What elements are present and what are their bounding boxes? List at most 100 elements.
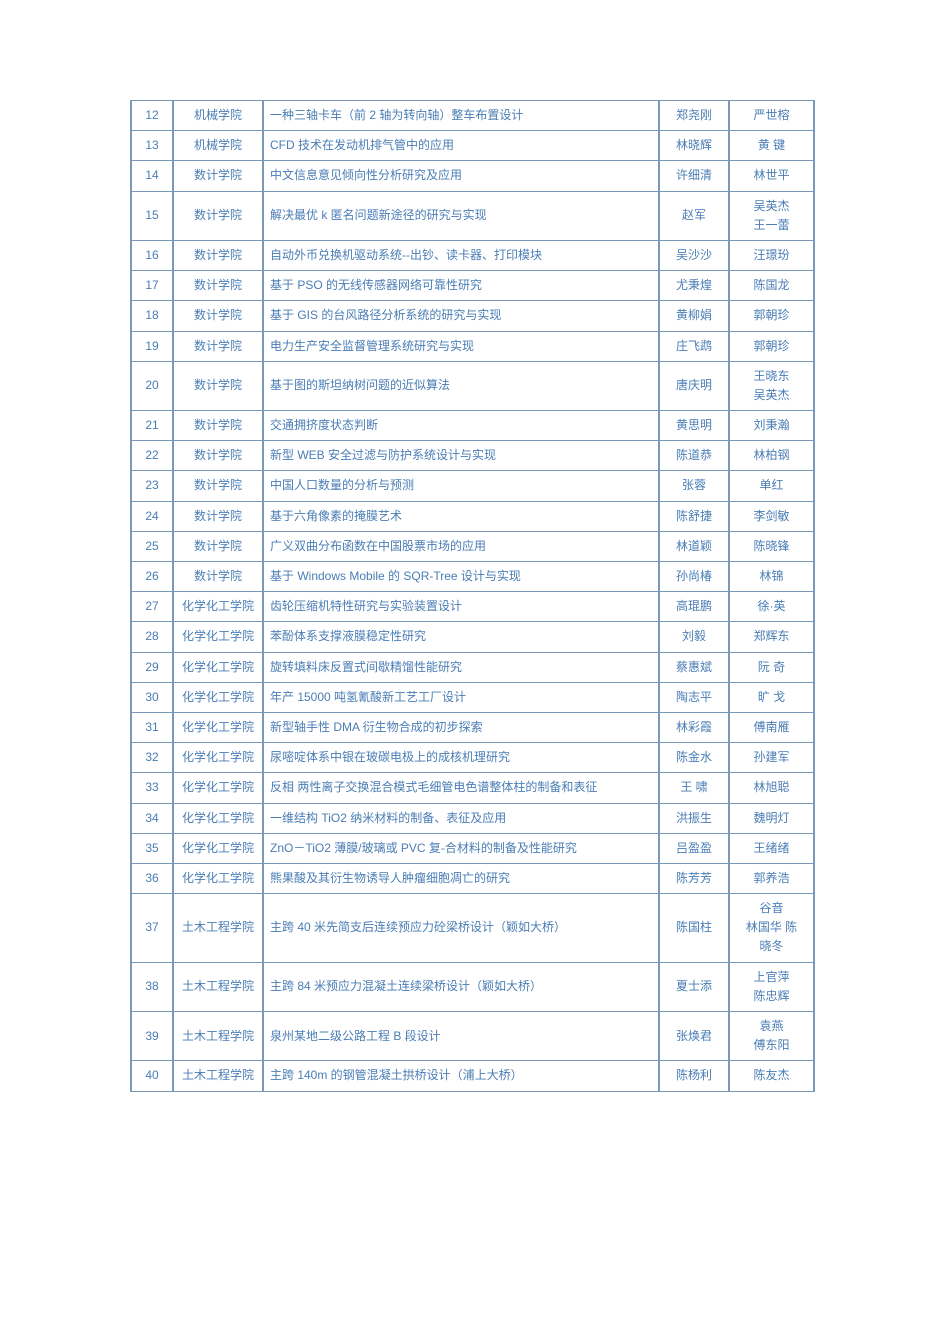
cell-dept: 数计学院 — [173, 531, 263, 561]
cell-title: 基于 PSO 的无线传感器网络可靠性研究 — [263, 271, 659, 301]
cell-num: 15 — [131, 191, 173, 240]
cell-advisor: 郭朝珍 — [729, 301, 814, 331]
cell-author: 张蓉 — [659, 471, 729, 501]
cell-author: 洪振生 — [659, 803, 729, 833]
cell-author: 刘毅 — [659, 622, 729, 652]
cell-num: 32 — [131, 743, 173, 773]
cell-dept: 化学化工学院 — [173, 652, 263, 682]
cell-author: 王 啸 — [659, 773, 729, 803]
table-row: 36化学化工学院熊果酸及其衍生物诱导人肿瘤细胞凋亡的研究陈芳芳郭养浩 — [131, 863, 814, 893]
cell-title: 一种三轴卡车（前 2 轴为转向轴）整车布置设计 — [263, 101, 659, 131]
cell-dept: 机械学院 — [173, 131, 263, 161]
cell-title: CFD 技术在发动机排气管中的应用 — [263, 131, 659, 161]
cell-dept: 土木工程学院 — [173, 962, 263, 1011]
cell-advisor: 王晓东 吴英杰 — [729, 361, 814, 410]
table-row: 38土木工程学院主跨 84 米预应力混凝土连续梁桥设计（颖如大桥）夏士添上官萍 … — [131, 962, 814, 1011]
cell-author: 郑尧刚 — [659, 101, 729, 131]
cell-author: 林彩霞 — [659, 712, 729, 742]
cell-dept: 化学化工学院 — [173, 592, 263, 622]
cell-title: 主跨 140m 的钢管混凝土拱桥设计（浦上大桥） — [263, 1061, 659, 1091]
cell-author: 高琨鹏 — [659, 592, 729, 622]
cell-author: 吴沙沙 — [659, 240, 729, 270]
cell-advisor: 林锦 — [729, 562, 814, 592]
cell-dept: 土木工程学院 — [173, 1012, 263, 1061]
cell-dept: 化学化工学院 — [173, 682, 263, 712]
table-row: 19数计学院电力生产安全监督管理系统研究与实现庄飞鹉郭朝珍 — [131, 331, 814, 361]
cell-dept: 土木工程学院 — [173, 894, 263, 963]
cell-advisor: 傅南雁 — [729, 712, 814, 742]
cell-advisor: 林柏钢 — [729, 441, 814, 471]
cell-author: 陈金水 — [659, 743, 729, 773]
cell-num: 17 — [131, 271, 173, 301]
cell-dept: 化学化工学院 — [173, 743, 263, 773]
cell-num: 35 — [131, 833, 173, 863]
cell-dept: 数计学院 — [173, 501, 263, 531]
cell-title: 主跨 84 米预应力混凝土连续梁桥设计（颖如大桥） — [263, 962, 659, 1011]
cell-author: 赵军 — [659, 191, 729, 240]
cell-dept: 数计学院 — [173, 361, 263, 410]
cell-author: 许细清 — [659, 161, 729, 191]
cell-author: 蔡惠斌 — [659, 652, 729, 682]
cell-author: 陈杨利 — [659, 1061, 729, 1091]
cell-author: 陈芳芳 — [659, 863, 729, 893]
cell-title: 基于图的斯坦纳树问题的近似算法 — [263, 361, 659, 410]
table-row: 14数计学院中文信息意见倾向性分析研究及应用许细清林世平 — [131, 161, 814, 191]
cell-title: 齿轮压缩机特性研究与实验装置设计 — [263, 592, 659, 622]
cell-author: 陶志平 — [659, 682, 729, 712]
cell-author: 林道颖 — [659, 531, 729, 561]
cell-advisor: 林旭聪 — [729, 773, 814, 803]
cell-advisor: 单红 — [729, 471, 814, 501]
cell-num: 30 — [131, 682, 173, 712]
cell-num: 19 — [131, 331, 173, 361]
table-row: 24数计学院基于六角像素的掩膜艺术陈舒捷李剑敏 — [131, 501, 814, 531]
cell-num: 25 — [131, 531, 173, 561]
cell-num: 12 — [131, 101, 173, 131]
thesis-table: 12机械学院一种三轴卡车（前 2 轴为转向轴）整车布置设计郑尧刚严世榕13机械学… — [130, 100, 815, 1092]
cell-dept: 化学化工学院 — [173, 712, 263, 742]
cell-dept: 化学化工学院 — [173, 833, 263, 863]
cell-dept: 化学化工学院 — [173, 863, 263, 893]
cell-advisor: 黄 键 — [729, 131, 814, 161]
cell-advisor: 严世榕 — [729, 101, 814, 131]
cell-author: 陈舒捷 — [659, 501, 729, 531]
cell-advisor: 阮 奇 — [729, 652, 814, 682]
cell-num: 33 — [131, 773, 173, 803]
cell-title: 基于六角像素的掩膜艺术 — [263, 501, 659, 531]
table-row: 18数计学院基于 GIS 的台风路径分析系统的研究与实现黄柳娟郭朝珍 — [131, 301, 814, 331]
table-row: 22数计学院新型 WEB 安全过滤与防护系统设计与实现陈道恭林柏钢 — [131, 441, 814, 471]
cell-num: 16 — [131, 240, 173, 270]
cell-dept: 数计学院 — [173, 191, 263, 240]
cell-dept: 数计学院 — [173, 331, 263, 361]
cell-num: 24 — [131, 501, 173, 531]
cell-advisor: 孙建军 — [729, 743, 814, 773]
table-row: 40土木工程学院主跨 140m 的钢管混凝土拱桥设计（浦上大桥）陈杨利陈友杰 — [131, 1061, 814, 1091]
table-row: 21数计学院交通拥挤度状态判断黄思明刘秉瀚 — [131, 411, 814, 441]
table-row: 27化学化工学院齿轮压缩机特性研究与实验装置设计高琨鹏徐·英 — [131, 592, 814, 622]
table-row: 25数计学院广义双曲分布函数在中国股票市场的应用林道颖陈晓锋 — [131, 531, 814, 561]
cell-dept: 数计学院 — [173, 271, 263, 301]
cell-title: 广义双曲分布函数在中国股票市场的应用 — [263, 531, 659, 561]
cell-advisor: 吴英杰 王一蕾 — [729, 191, 814, 240]
cell-num: 29 — [131, 652, 173, 682]
table-row: 32化学化工学院尿嘧啶体系中银在玻碳电极上的成核机理研究陈金水孙建军 — [131, 743, 814, 773]
cell-title: 年产 15000 吨氢氰酸新工艺工厂设计 — [263, 682, 659, 712]
cell-title: 主跨 40 米先简支后连续预应力砼梁桥设计（颖如大桥） — [263, 894, 659, 963]
cell-num: 31 — [131, 712, 173, 742]
cell-num: 34 — [131, 803, 173, 833]
cell-author: 林晓辉 — [659, 131, 729, 161]
cell-num: 22 — [131, 441, 173, 471]
table-row: 20数计学院基于图的斯坦纳树问题的近似算法唐庆明王晓东 吴英杰 — [131, 361, 814, 410]
cell-advisor: 王绪绪 — [729, 833, 814, 863]
cell-num: 20 — [131, 361, 173, 410]
cell-title: 一维结构 TiO2 纳米材料的制备、表征及应用 — [263, 803, 659, 833]
table-body: 12机械学院一种三轴卡车（前 2 轴为转向轴）整车布置设计郑尧刚严世榕13机械学… — [131, 101, 814, 1092]
cell-author: 陈国柱 — [659, 894, 729, 963]
cell-advisor: 林世平 — [729, 161, 814, 191]
cell-advisor: 谷音 林国华 陈 晓冬 — [729, 894, 814, 963]
table-row: 28化学化工学院苯酚体系支撑液膜稳定性研究刘毅郑辉东 — [131, 622, 814, 652]
cell-num: 13 — [131, 131, 173, 161]
cell-advisor: 魏明灯 — [729, 803, 814, 833]
cell-title: 新型轴手性 DMA 衍生物合成的初步探索 — [263, 712, 659, 742]
table-row: 26数计学院基于 Windows Mobile 的 SQR-Tree 设计与实现… — [131, 562, 814, 592]
table-row: 35化学化工学院ZnO－TiO2 薄膜/玻璃或 PVC 复-合材料的制备及性能研… — [131, 833, 814, 863]
